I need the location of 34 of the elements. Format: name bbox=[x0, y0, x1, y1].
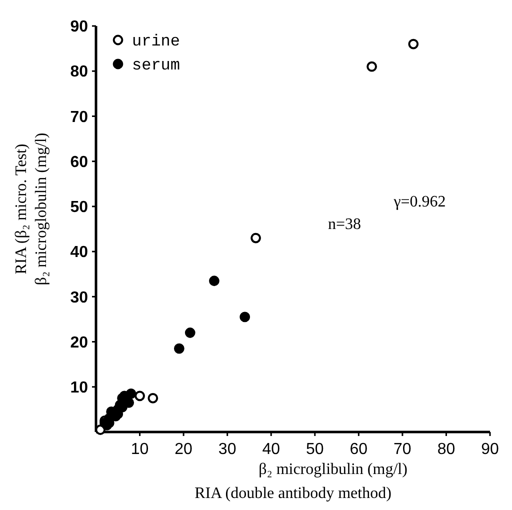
y-tick-label: 50 bbox=[70, 199, 88, 216]
point bbox=[240, 312, 250, 322]
point bbox=[124, 397, 134, 408]
y-tick-label: 80 bbox=[70, 64, 88, 81]
point bbox=[184, 328, 196, 338]
x-tick-label: 50 bbox=[306, 441, 324, 458]
point bbox=[134, 390, 145, 402]
x-tick-label: 30 bbox=[218, 441, 236, 458]
legend-label: serum bbox=[132, 56, 180, 75]
point bbox=[174, 343, 184, 354]
point bbox=[250, 232, 261, 244]
point bbox=[408, 38, 419, 50]
x-tick-label: 80 bbox=[437, 441, 456, 458]
y-tick-label: 40 bbox=[70, 244, 88, 262]
y-tick-label: 90 bbox=[70, 18, 88, 36]
y-tick-label: 30 bbox=[70, 289, 88, 306]
point bbox=[209, 276, 220, 286]
x-tick-label: 90 bbox=[481, 441, 499, 458]
annotation: n=38 bbox=[328, 216, 362, 233]
point bbox=[366, 61, 377, 72]
x-tick-label: 40 bbox=[262, 441, 280, 458]
y-tick-label: 70 bbox=[70, 108, 88, 126]
annotation: γ=0.962 bbox=[392, 193, 446, 210]
y-tick-label: 20 bbox=[70, 334, 88, 352]
y-tick-label: 10 bbox=[70, 379, 88, 396]
y-axis-title: RIA (β₂ micro. Test) β₂ microglobulin (mg/l) bbox=[13, 132, 50, 286]
x-tick-label: 60 bbox=[350, 441, 368, 458]
legend-label: urine bbox=[132, 32, 180, 51]
point bbox=[148, 392, 158, 404]
x-tick-label: 10 bbox=[130, 441, 149, 458]
x-axis-title: β₂ microglibulin (mg/l) RIA (double antibody method) bbox=[194, 461, 408, 502]
x-tick-label: 20 bbox=[174, 441, 193, 458]
x-tick-label: 70 bbox=[394, 441, 412, 458]
y-tick-label: 60 bbox=[70, 154, 88, 171]
